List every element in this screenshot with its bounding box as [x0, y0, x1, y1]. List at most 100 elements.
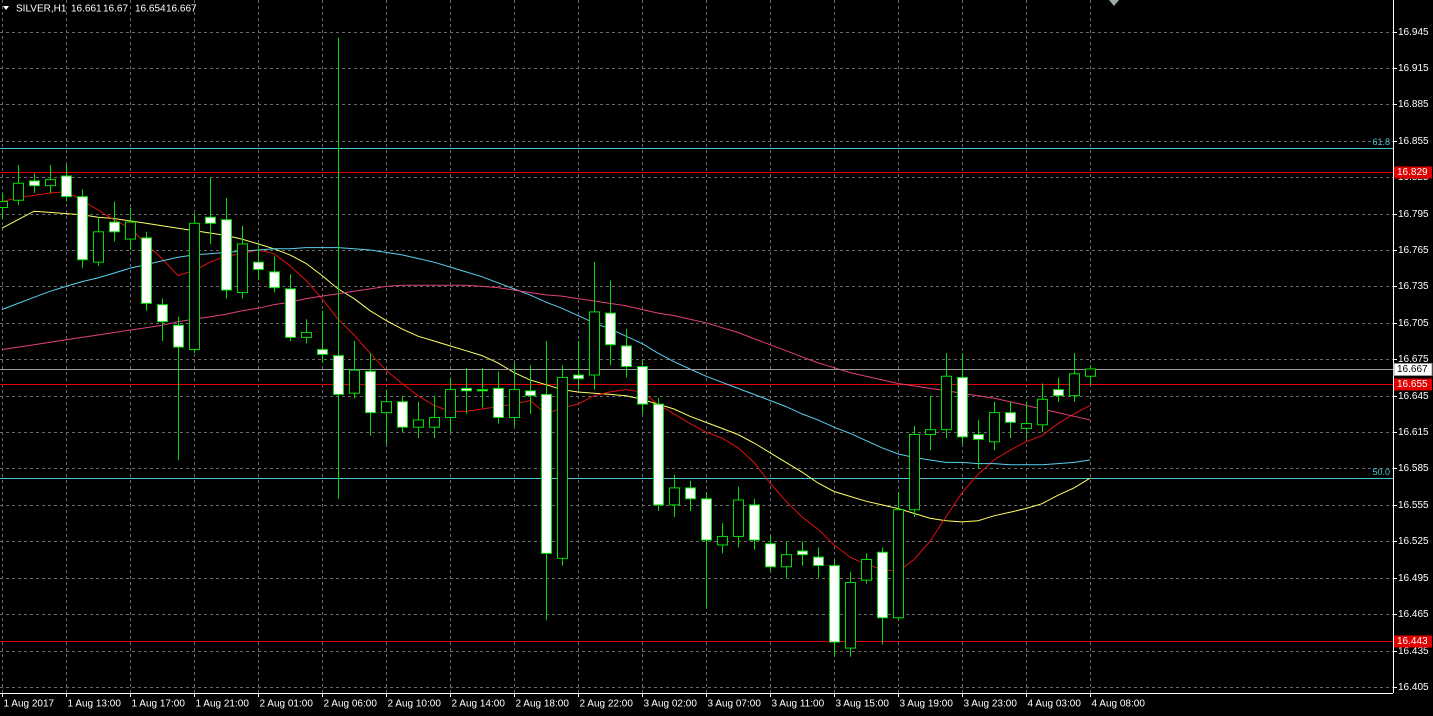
y-tick-label: 16.435 — [1398, 646, 1429, 657]
y-tick-label: 16.795 — [1398, 209, 1429, 220]
moving-average — [1, 284, 1091, 421]
candle-body — [557, 376, 568, 559]
candle-body — [221, 219, 232, 291]
menu-icon[interactable] — [3, 6, 9, 10]
candle-body — [701, 498, 712, 541]
y-tick-label: 16.945 — [1398, 27, 1429, 38]
header-symbol: SILVER,H1 — [16, 4, 67, 15]
candle-body — [317, 349, 328, 355]
x-tick-label: 2 Aug 06:00 — [324, 699, 378, 710]
x-tick-label: 1 Aug 13:00 — [68, 699, 122, 710]
header-low: 16.654 — [135, 4, 166, 15]
candle-body — [61, 175, 72, 198]
x-tick-label: 3 Aug 19:00 — [900, 699, 954, 710]
candle-body — [29, 180, 40, 187]
candle-body — [413, 419, 424, 428]
candle-body — [205, 216, 216, 224]
y-tick-label: 16.645 — [1398, 391, 1429, 402]
price-level-label: 16.443 — [1397, 636, 1428, 647]
candle-body — [1037, 398, 1048, 426]
candle-body — [125, 221, 136, 240]
candle-body — [877, 551, 888, 619]
candle-body — [493, 387, 504, 418]
y-tick-label: 16.405 — [1398, 682, 1429, 693]
candle-body — [237, 243, 248, 293]
candle-body — [845, 582, 856, 649]
candle-body — [477, 389, 488, 392]
candle-body — [429, 416, 440, 428]
candle-body — [301, 332, 312, 338]
candle-body — [765, 543, 776, 568]
candle-body — [829, 565, 840, 643]
y-tick-label: 16.525 — [1398, 536, 1429, 547]
x-tick-label: 2 Aug 10:00 — [388, 699, 442, 710]
price-level-box — [1394, 166, 1432, 179]
candle-body — [781, 554, 792, 568]
price-level-label: 16.655 — [1397, 379, 1428, 390]
x-tick-label: 3 Aug 23:00 — [964, 699, 1018, 710]
candle-body — [381, 401, 392, 414]
x-tick-label: 1 Aug 2017 — [4, 699, 55, 710]
y-tick-label: 16.585 — [1398, 463, 1429, 474]
last-price-box — [1393, 363, 1433, 376]
fib-label: 61.8 — [1372, 137, 1390, 147]
candle-body — [13, 182, 24, 201]
candle-body — [461, 387, 472, 392]
x-tick-label: 4 Aug 08:00 — [1092, 699, 1146, 710]
x-tick-label: 3 Aug 11:00 — [772, 699, 825, 710]
candle-body — [621, 345, 632, 368]
shift-marker[interactable] — [1109, 0, 1119, 6]
header-open: 16.661 — [71, 4, 102, 15]
fib-label: 50.0 — [1372, 467, 1390, 477]
price-level-box — [1394, 378, 1432, 391]
plot: 61.8 50.0 — [0, 37, 1393, 657]
x-tick-label: 3 Aug 15:00 — [836, 699, 890, 710]
candle-body — [605, 312, 616, 346]
candle-body — [717, 535, 728, 546]
candle-body — [189, 222, 200, 351]
candle-body — [173, 324, 184, 348]
candle-body — [253, 261, 264, 270]
price-level-label: 16.829 — [1397, 167, 1428, 178]
candle-body — [1085, 368, 1096, 377]
candle-body — [77, 196, 88, 261]
grid — [0, 0, 1393, 693]
candle-body — [141, 237, 152, 304]
y-tick-label: 16.885 — [1398, 99, 1429, 110]
x-tick-label: 2 Aug 18:00 — [516, 699, 570, 710]
x-tick-label: 1 Aug 17:00 — [132, 699, 186, 710]
y-tick-label: 16.675 — [1398, 354, 1429, 365]
candle-body — [957, 376, 968, 438]
candle-body — [525, 390, 536, 397]
moving-average — [1, 247, 1091, 466]
x-tick-label: 1 Aug 21:00 — [196, 699, 250, 710]
x-tick-label: 3 Aug 07:00 — [708, 699, 762, 710]
candle-body — [333, 355, 344, 395]
candle-body — [733, 499, 744, 537]
candle-body — [813, 556, 824, 567]
candle-body — [365, 370, 376, 414]
candle-body — [589, 311, 600, 376]
candle-body — [109, 221, 120, 233]
candle-body — [909, 433, 920, 511]
y-tick-label: 16.915 — [1398, 63, 1429, 74]
candle-body — [541, 393, 552, 554]
x-tick-label: 2 Aug 14:00 — [452, 699, 506, 710]
y-tick-label: 16.855 — [1398, 136, 1429, 147]
candle-body — [509, 389, 520, 418]
y-tick-label: 16.615 — [1398, 427, 1429, 438]
candle-body — [893, 509, 904, 619]
candle-body — [573, 374, 584, 380]
candle-body — [45, 179, 56, 187]
last-price-label: 16.667 — [1397, 364, 1428, 375]
y-tick-label: 16.465 — [1398, 609, 1429, 620]
y-tick-label: 16.495 — [1398, 573, 1429, 584]
axes: 16.94516.91516.88516.85516.82516.79516.7… — [2, 27, 1433, 710]
candle-body — [989, 412, 1000, 443]
x-tick-label: 2 Aug 01:00 — [260, 699, 314, 710]
y-tick-label: 16.705 — [1398, 318, 1429, 329]
y-tick-label: 16.765 — [1398, 245, 1429, 256]
